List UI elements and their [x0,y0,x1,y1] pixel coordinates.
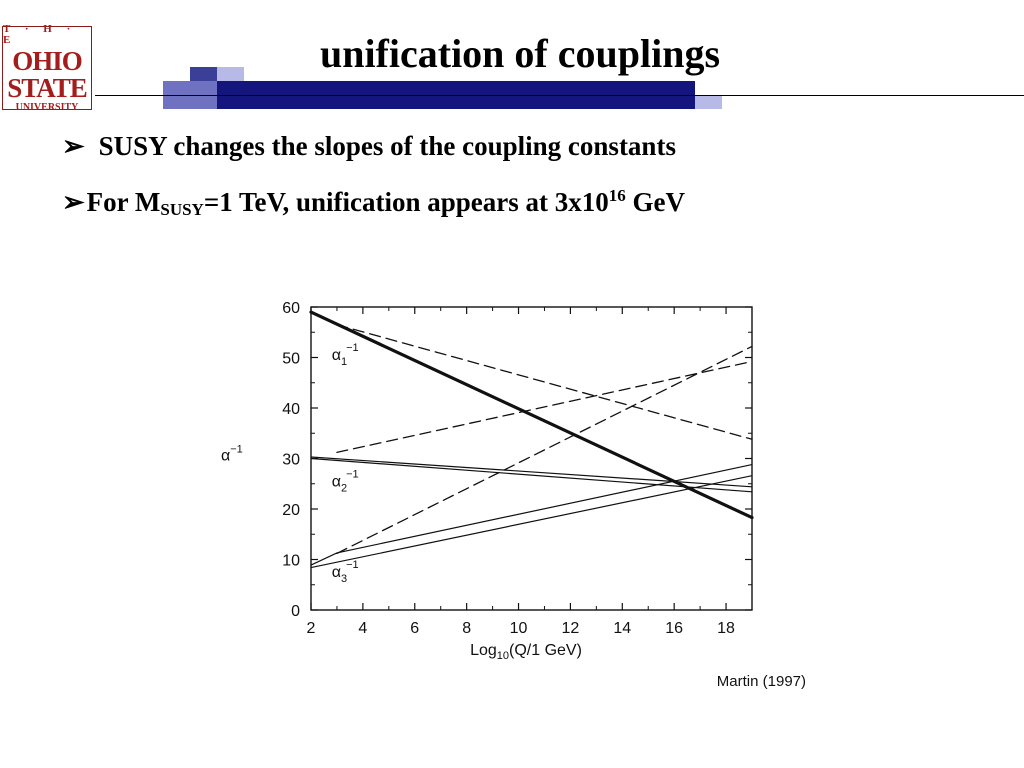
x-tick-label: 8 [462,620,471,637]
y-tick-label: 40 [282,401,300,418]
x-tick-label: 18 [717,620,735,637]
series-line-8 [336,345,753,555]
title-decoration-block [217,67,244,81]
x-tick-label: 16 [665,620,683,637]
x-tick-label: 12 [562,620,580,637]
title-decoration-block [190,67,217,81]
ohio-state-logo: T · H · E OHIO STATE UNIVERSITY [2,22,92,113]
x-tick-label: 14 [613,620,631,637]
x-tick-label: 6 [410,620,419,637]
plot-frame [310,306,753,611]
title-decoration-block [695,95,722,109]
logo-the: T · H · E [3,22,77,46]
x-axis-label: Log10(Q/1 GeV) [470,642,582,662]
bullet-text-prefix: For M [86,187,161,217]
series-line-7 [336,360,753,454]
y-tick-label: 60 [282,300,300,317]
y-tick-label: 30 [282,452,300,469]
curve-label-alpha3: α3−1 [332,559,359,585]
bullet-unification: ➢For MSUSY=1 TeV, unification appears at… [62,186,685,220]
series-line-2 [310,457,753,493]
y-tick-label: 10 [282,553,300,570]
y-tick-label: 0 [291,603,300,620]
series-line-5 [310,464,753,566]
arrow-bullet-icon: ➢ [62,131,85,161]
series-line-6 [336,324,753,440]
arrow-bullet-icon: ➢ [62,187,85,217]
logo-university: UNIVERSITY [15,101,79,113]
bullet-text: SUSY changes the slopes of the coupling … [98,131,676,161]
series-line-3 [310,456,753,488]
bullet-text-suffix: GeV [625,187,686,217]
y-tick-label: 20 [282,502,300,519]
series-line-4 [310,475,753,569]
bullet-superscript: 16 [608,186,626,205]
curve-label-alpha1: α1−1 [332,342,359,368]
title-rule [95,95,1024,96]
y-tick-label: 50 [282,351,300,368]
bullet-text-mid: =1 TeV, unification appears at 3x10 [203,187,609,217]
x-tick-label: 10 [510,620,528,637]
logo-ohio: OHIO [12,45,83,76]
bullet-subscript: SUSY [160,200,204,219]
series-line-1 [309,310,754,520]
y-axis-label: α−1 [221,444,243,465]
x-tick-label: 4 [358,620,367,637]
x-tick-label: 2 [307,620,316,637]
logo-state: STATE [7,72,88,103]
slide-title: unification of couplings [319,31,721,76]
bullet-slopes: ➢ SUSY changes the slopes of the coupling… [62,131,676,162]
curve-label-alpha2: α2−1 [332,468,359,494]
chart-credit: Martin (1997) [717,673,806,690]
